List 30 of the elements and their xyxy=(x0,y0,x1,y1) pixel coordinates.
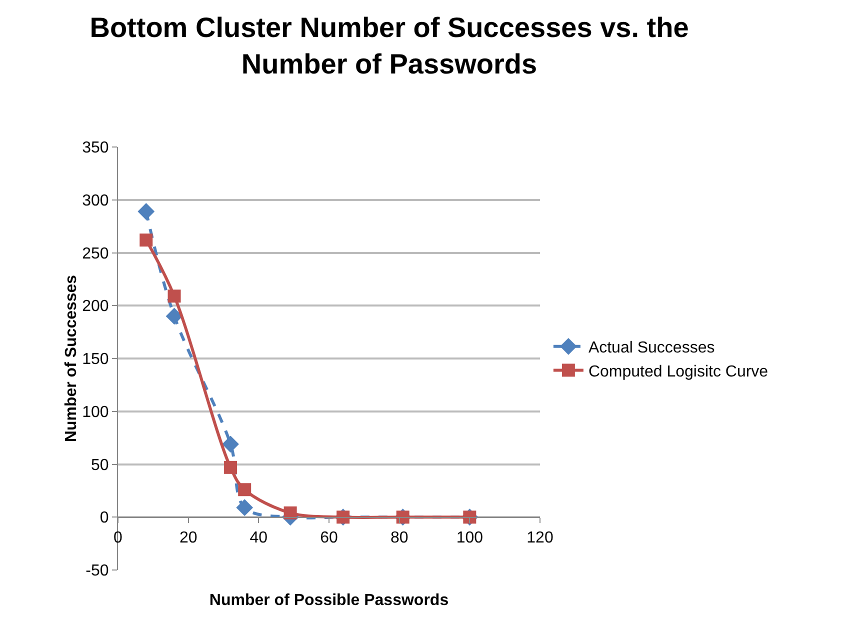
y-tick-label: 300 xyxy=(82,192,109,210)
chart-title: Bottom Cluster Number of Successes vs. the Number of Passwords xyxy=(90,12,689,80)
y-tick-label: -50 xyxy=(86,562,109,580)
point xyxy=(140,234,153,247)
x-tick-label: 40 xyxy=(250,529,268,546)
legend-label: Computed Logisitc Curve xyxy=(588,363,768,380)
y-tick-label: 350 xyxy=(82,140,109,157)
y-tick-label: 150 xyxy=(82,351,109,368)
x-tick-label: 60 xyxy=(320,529,338,546)
x-tick-label: 20 xyxy=(179,529,198,546)
x-tick-label: 120 xyxy=(526,529,554,546)
point xyxy=(168,290,181,303)
point xyxy=(166,308,183,325)
x-tick-label: 100 xyxy=(456,529,484,546)
point xyxy=(236,499,254,516)
point xyxy=(284,506,297,520)
point xyxy=(222,436,239,453)
y-tick-label: 50 xyxy=(91,456,109,474)
point xyxy=(138,203,155,220)
y-axis-title: Number of Successes xyxy=(63,274,80,442)
x-tick-label: 80 xyxy=(390,529,408,546)
point xyxy=(238,483,252,496)
y-tick-label: 250 xyxy=(82,245,109,262)
x-axis-title: Number of Possible Passwords xyxy=(209,592,449,610)
point xyxy=(224,460,238,474)
y-tick-label: 100 xyxy=(82,404,109,421)
x-tick-label: 0 xyxy=(114,529,123,546)
y-tick-label: 200 xyxy=(82,298,109,316)
legend-label: Actual Successes xyxy=(588,340,715,357)
y-tick-label: 0 xyxy=(100,510,109,527)
